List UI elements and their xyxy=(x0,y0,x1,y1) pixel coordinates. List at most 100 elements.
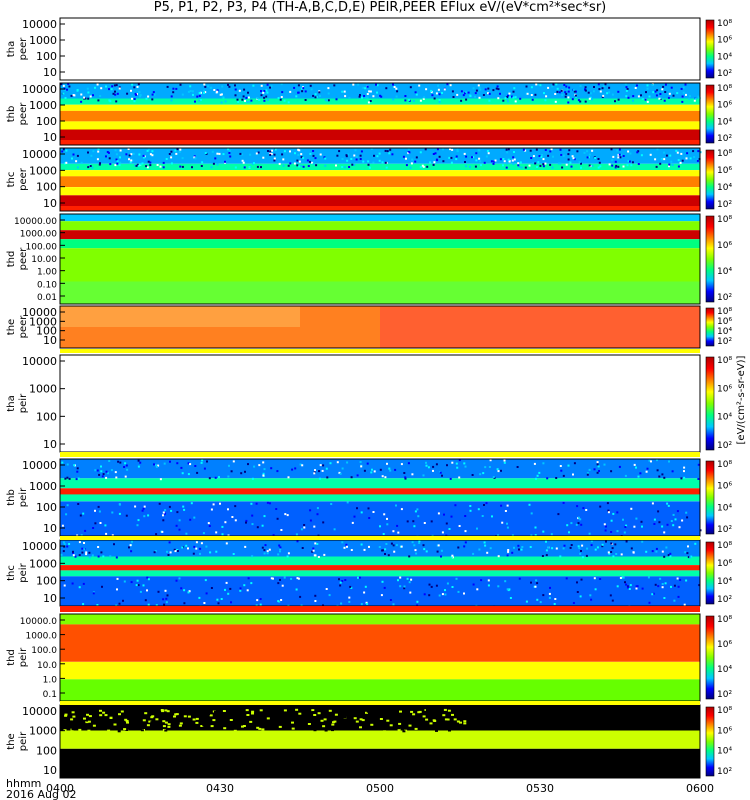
noise-speck xyxy=(221,525,224,528)
noise-speck xyxy=(143,156,145,159)
noise-speck xyxy=(431,727,435,730)
noise-speck xyxy=(153,463,155,466)
noise-speck xyxy=(465,165,467,168)
noise-speck xyxy=(575,523,578,526)
noise-speck xyxy=(125,729,129,731)
noise-speck xyxy=(601,96,604,98)
noise-speck xyxy=(216,89,219,92)
noise-speck xyxy=(286,555,289,558)
noise-speck xyxy=(423,548,426,551)
colorbar-tick-label: 10⁴ xyxy=(717,267,732,277)
noise-speck xyxy=(333,84,336,87)
noise-speck xyxy=(586,547,589,550)
noise-speck xyxy=(147,148,150,151)
noise-speck xyxy=(218,476,220,479)
noise-speck xyxy=(173,548,176,551)
noise-speck xyxy=(118,713,121,716)
noise-speck xyxy=(355,158,358,161)
noise-speck xyxy=(569,546,572,549)
noise-speck xyxy=(115,84,118,87)
noise-speck xyxy=(266,552,269,555)
noise-speck xyxy=(418,710,422,713)
noise-speck xyxy=(75,160,78,163)
noise-speck xyxy=(263,721,267,724)
noise-speck xyxy=(112,718,115,721)
noise-speck xyxy=(65,513,68,516)
noise-speck xyxy=(341,541,344,544)
noise-speck xyxy=(512,156,515,159)
noise-speck xyxy=(579,85,582,87)
noise-speck xyxy=(322,464,325,467)
noise-speck xyxy=(397,727,401,730)
noise-speck xyxy=(501,521,504,524)
noise-speck xyxy=(579,518,582,521)
noise-speck xyxy=(596,463,599,466)
noise-speck xyxy=(244,470,246,473)
colorbar-tick-label: 10⁴ xyxy=(717,665,732,675)
noise-speck xyxy=(392,98,395,101)
noise-speck xyxy=(476,588,479,591)
noise-speck xyxy=(246,589,249,592)
noise-speck xyxy=(451,90,454,93)
noise-speck xyxy=(428,594,431,597)
noise-speck xyxy=(502,99,505,102)
panel-frame xyxy=(59,147,701,212)
noise-speck xyxy=(179,83,182,86)
spectrogram-band xyxy=(60,230,700,240)
noise-speck xyxy=(539,601,542,604)
noise-speck xyxy=(115,153,118,156)
noise-speck xyxy=(541,555,544,557)
noise-speck xyxy=(313,729,317,732)
noise-speck xyxy=(298,165,301,168)
noise-speck xyxy=(590,598,593,601)
noise-speck xyxy=(670,86,673,89)
colorbar-tick-label: 10² xyxy=(717,690,732,700)
noise-speck xyxy=(281,91,284,94)
noise-speck xyxy=(441,593,444,596)
noise-speck xyxy=(567,464,570,467)
spectrogram-band xyxy=(60,140,700,145)
colorbar-tick-label: 10⁸ xyxy=(717,307,732,317)
noise-speck xyxy=(394,468,397,471)
noise-speck xyxy=(414,91,417,94)
noise-speck xyxy=(580,166,582,169)
colorbar-tick-label: 10⁶ xyxy=(717,36,732,46)
y-tick-label: 10000.00 xyxy=(14,217,57,227)
noise-speck xyxy=(203,92,205,94)
y-tick-label: 100 xyxy=(36,181,57,194)
noise-speck xyxy=(219,93,222,96)
noise-speck xyxy=(244,545,247,548)
noise-speck xyxy=(508,160,511,162)
noise-speck xyxy=(616,511,619,514)
noise-speck xyxy=(81,547,84,550)
noise-speck xyxy=(489,547,492,550)
noise-speck xyxy=(430,585,433,588)
noise-speck xyxy=(625,524,628,527)
noise-speck xyxy=(506,526,509,529)
noise-speck xyxy=(356,507,358,510)
noise-speck xyxy=(522,148,525,151)
noise-speck xyxy=(418,84,421,87)
noise-speck xyxy=(672,94,675,97)
noise-speck xyxy=(191,90,194,93)
colorbar-tick-label: 10⁶ xyxy=(717,241,732,251)
colorbar-tick-label: 10² xyxy=(717,200,732,210)
noise-speck xyxy=(637,163,640,165)
noise-speck xyxy=(207,713,210,715)
noise-speck xyxy=(535,148,538,151)
noise-speck xyxy=(517,162,520,165)
noise-speck xyxy=(300,165,303,167)
noise-speck xyxy=(541,154,543,156)
noise-speck xyxy=(487,584,490,587)
noise-speck xyxy=(383,586,386,589)
noise-speck xyxy=(384,149,387,152)
noise-speck xyxy=(682,91,685,94)
noise-speck xyxy=(250,502,253,505)
noise-speck xyxy=(683,470,685,473)
noise-speck xyxy=(259,603,262,606)
noise-speck xyxy=(215,531,218,534)
noise-speck xyxy=(301,90,304,93)
noise-speck xyxy=(507,148,510,151)
noise-speck xyxy=(419,99,422,102)
noise-speck xyxy=(563,84,566,86)
